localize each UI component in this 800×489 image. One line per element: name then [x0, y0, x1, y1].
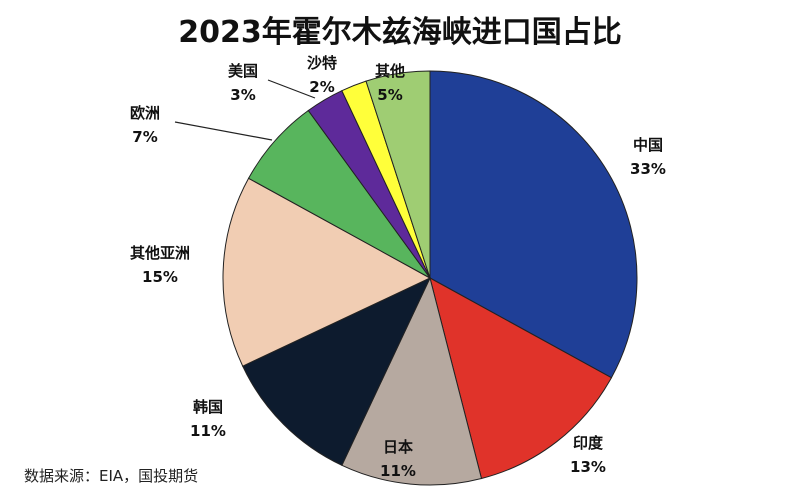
leader-line: [267, 79, 316, 99]
pie-slice-2: [341, 276, 483, 486]
slice-name-label: 中国: [633, 136, 663, 154]
slice-name-label: 其他: [375, 62, 405, 80]
slice-name-label: 美国: [228, 62, 258, 80]
slice-name-label: 沙特: [307, 54, 337, 72]
slice-labels: 中国 33% 印度 13% 日本 11% 韩国 11% 其他亚洲 15% 欧洲 7% 美国 3% 沙特 2% 其…: [130, 54, 666, 480]
slice-value-label: 5%: [377, 86, 402, 104]
slice-value-label: 33%: [630, 160, 666, 178]
leader-line: [174, 121, 273, 141]
slice-value-label: 11%: [190, 422, 226, 440]
slice-value-label: 2%: [309, 78, 334, 96]
slice-name-label: 韩国: [193, 398, 223, 416]
pie-slices: [222, 70, 638, 486]
pie-slice-0: [429, 70, 638, 379]
pie-slice-3: [242, 276, 432, 466]
slice-value-label: 7%: [132, 128, 157, 146]
slice-name-label: 日本: [383, 438, 413, 456]
pie-slice-1: [429, 277, 613, 480]
leader-lines: [174, 79, 316, 141]
pie-slice-8: [365, 70, 431, 279]
slice-value-label: 15%: [142, 268, 178, 286]
chart-title: 2023年霍尔木兹海峡进口国占比: [178, 15, 622, 50]
pie-slice-4: [222, 177, 432, 367]
slice-value-label: 3%: [230, 86, 255, 104]
source-note: 数据来源：EIA，国投期货: [24, 467, 198, 485]
slice-name-label: 其他亚洲: [130, 244, 190, 262]
slice-name-label: 欧洲: [130, 104, 160, 122]
slice-value-label: 11%: [380, 462, 416, 480]
slice-value-label: 13%: [570, 458, 606, 476]
slice-name-label: 印度: [573, 434, 604, 452]
